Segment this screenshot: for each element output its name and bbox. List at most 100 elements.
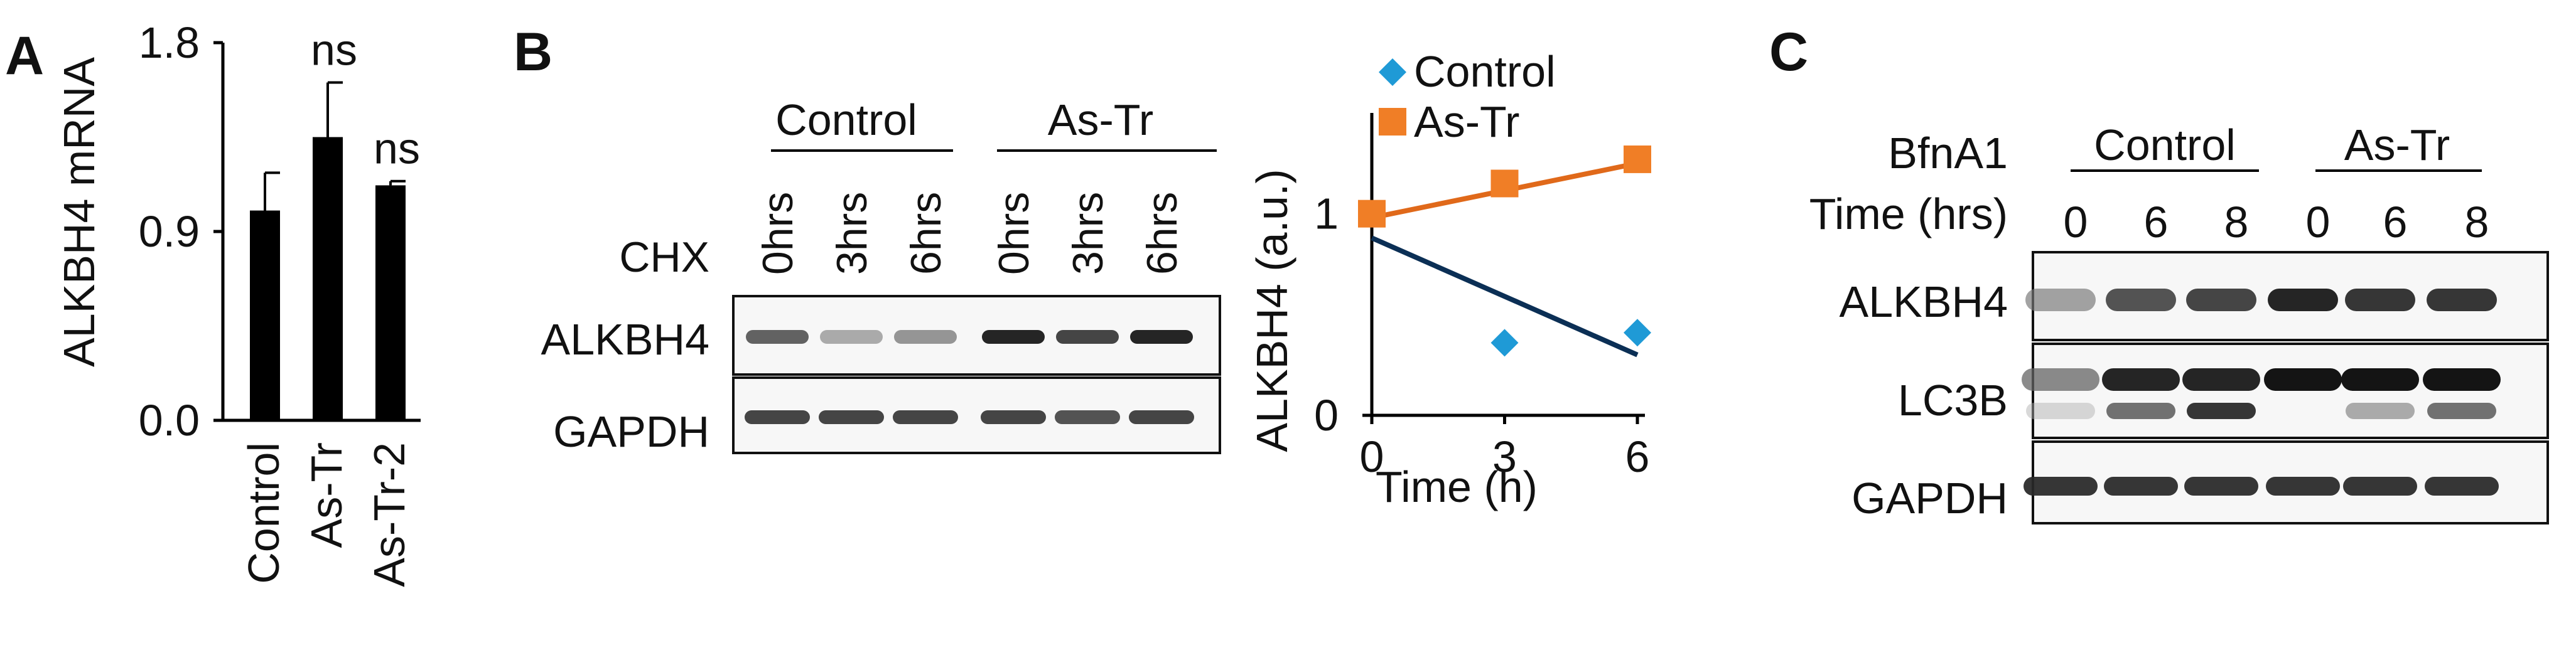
blot-label-gapdh: GAPDH (1851, 474, 2008, 523)
bar (375, 185, 406, 420)
group-label-as-tr: As-Tr (2344, 120, 2450, 169)
blot-band (1129, 410, 1194, 424)
blot-band (2423, 368, 2501, 391)
group-label-control: Control (775, 95, 917, 144)
blot-band (2182, 368, 2260, 391)
lane-label: 0hrs (990, 192, 1038, 275)
blot-c-gapdh (2024, 440, 2549, 524)
panel-b-chart-xlabel: Time (h) (1376, 462, 1538, 511)
blot-band (745, 410, 810, 424)
y-tick-label: 1.8 (139, 18, 200, 67)
legend-marker-as-tr (1379, 108, 1406, 136)
band-row (745, 410, 1194, 424)
panel-b-plot-area: 0 1 0 3 6 (1314, 113, 1651, 481)
timepoint-label: 6 (2144, 198, 2169, 247)
blot-band (2427, 403, 2496, 419)
blot-b-gapdh (732, 376, 1221, 454)
blot-band (2345, 289, 2415, 311)
blot-label-alkbh4: ALKBH4 (1840, 277, 2008, 326)
blot-c-lc3b (2022, 343, 2549, 439)
time-label: Time (hrs) (1809, 189, 2008, 238)
lane-label: 6hrs (902, 192, 950, 275)
blot-b-alkbh4 (732, 295, 1221, 376)
band-row (2022, 368, 2501, 419)
blot-label-alkbh4: ALKBH4 (541, 315, 709, 364)
timepoint-label: 0 (2064, 198, 2088, 247)
blot-c-alkbh4 (2025, 251, 2549, 341)
timepoint-labels: 0 6 8 0 6 8 (2064, 198, 2489, 247)
blot-band (2024, 477, 2098, 496)
significance-label: ns (311, 26, 357, 75)
blot-band (893, 410, 958, 424)
legend-entry-as-tr: As-Tr (1414, 97, 1519, 146)
x-tick-label: 0 (1360, 432, 1384, 481)
blot-band (2102, 368, 2180, 391)
blot-band (1130, 330, 1193, 344)
blot-band (1055, 410, 1120, 424)
data-point-square (1358, 200, 1386, 228)
blot-band (2343, 477, 2417, 496)
blot-band (2425, 477, 2499, 496)
timepoint-label: 0 (2306, 198, 2331, 247)
band-row (2025, 289, 2497, 311)
blot-band (2026, 403, 2095, 419)
blot-band (894, 330, 957, 344)
timepoint-label: 8 (2465, 198, 2489, 247)
lane-labels: 0hrs 3hrs 6hrs 0hrs 3hrs 6hrs (754, 192, 1186, 275)
panel-b: B Control As-Tr CHX 0hrs 3hrs 6hrs 0hrs … (514, 22, 1651, 511)
blot-band (2186, 289, 2256, 311)
group-label-control: Control (2094, 120, 2236, 169)
blot-band (2106, 403, 2175, 419)
lane-label: 0hrs (754, 192, 802, 275)
x-tick-label: 6 (1625, 432, 1650, 481)
trendline (1371, 235, 1639, 358)
lane-label: 3hrs (828, 192, 876, 275)
blot-band (2187, 403, 2256, 419)
data-point-diamond (1624, 319, 1651, 347)
blot-band (746, 330, 809, 344)
group-label-as-tr: As-Tr (1048, 95, 1153, 144)
blot-label-gapdh: GAPDH (553, 407, 709, 456)
timepoint-label: 6 (2383, 198, 2408, 247)
treatment-label-bfna1: BfnA1 (1888, 129, 2008, 178)
panel-c-label: C (1769, 22, 1808, 82)
data-point-square (1624, 145, 1651, 173)
blot-band (1056, 330, 1119, 344)
x-tick-label: 3 (1492, 432, 1517, 481)
lane-label: 3hrs (1064, 192, 1112, 275)
blot-band (2106, 289, 2176, 311)
blot-band (2346, 403, 2415, 419)
panel-a: A ALKBH4 mRNA 0.0 0.9 1.8 Control ns As-Tr ns A… (5, 18, 421, 587)
band-row (746, 330, 1193, 344)
blot-band (982, 330, 1045, 344)
panel-a-plot-area: 0.0 0.9 1.8 Control ns As-Tr ns As-Tr-2 (139, 18, 421, 587)
panel-c: C BfnA1 Time (hrs) Control As-Tr 0 6 8 0… (1769, 22, 2549, 524)
blot-band (2427, 289, 2497, 311)
data-point-diamond (1490, 329, 1519, 357)
blot-band (2022, 368, 2099, 391)
blot-band (2341, 368, 2419, 391)
y-tick-label: 0.0 (139, 396, 200, 445)
blot-label-lc3b: LC3B (1898, 376, 2008, 425)
band-row (2024, 477, 2499, 496)
timepoint-label: 8 (2224, 198, 2249, 247)
blot-band (2264, 368, 2342, 391)
legend-marker-control (1379, 58, 1406, 86)
legend-entry-control: Control (1414, 47, 1556, 96)
y-tick-label: 0 (1314, 391, 1339, 440)
treatment-label-chx: CHX (619, 233, 709, 281)
panel-b-label: B (514, 22, 552, 82)
blot-band (820, 330, 883, 344)
blot-band (981, 410, 1046, 424)
blot-band (2025, 289, 2096, 311)
y-tick-label: 1 (1314, 189, 1339, 238)
blot-band (819, 410, 884, 424)
blot-band (2268, 289, 2338, 311)
significance-label: ns (374, 124, 420, 173)
x-tick-label: As-Tr-2 (365, 442, 414, 587)
x-tick-label: As-Tr (302, 442, 351, 548)
panel-a-label: A (5, 26, 44, 86)
data-point-square (1490, 169, 1519, 198)
lane-label: 6hrs (1138, 192, 1186, 275)
